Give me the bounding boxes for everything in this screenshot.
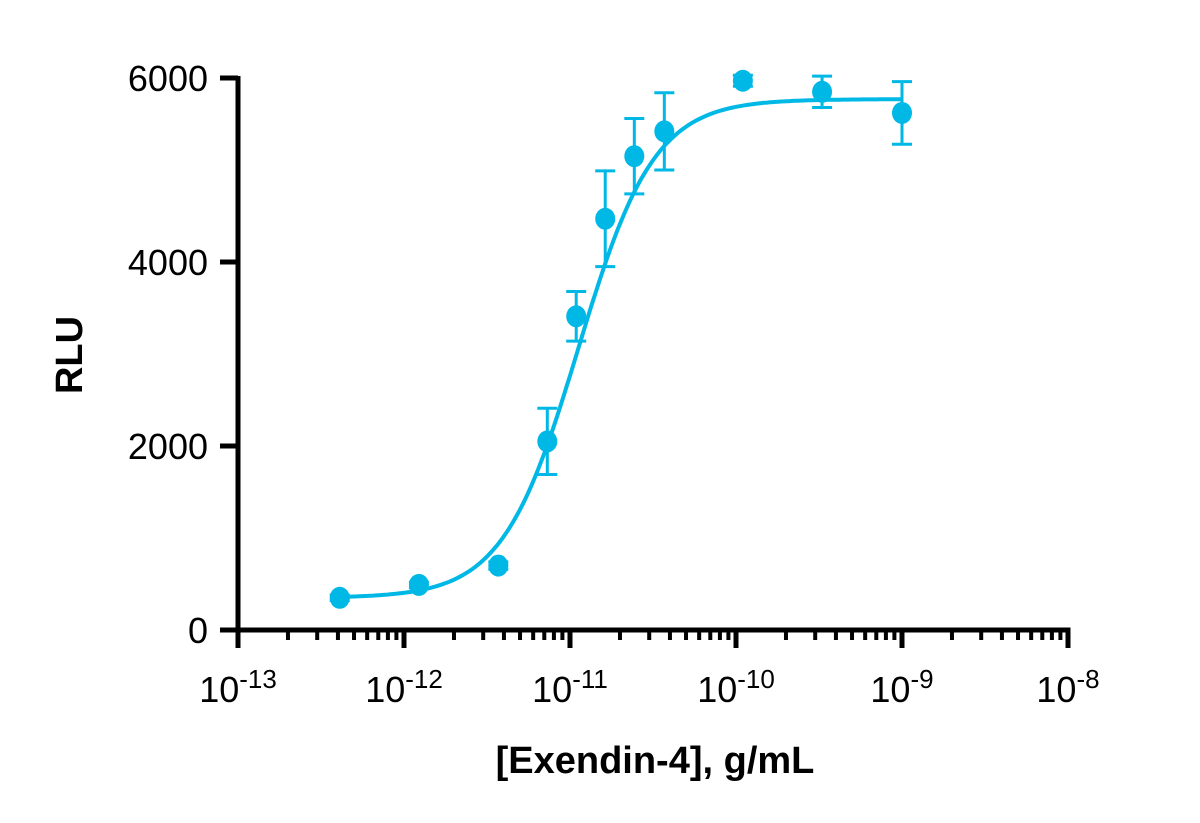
x-tick-label: 10-11	[532, 664, 608, 710]
x-tick-base: 10	[532, 669, 572, 710]
data-point-group	[566, 289, 587, 343]
data-point	[488, 554, 509, 577]
data-point-group	[654, 91, 675, 172]
data-point	[812, 80, 833, 103]
data-point-group	[329, 586, 350, 609]
data-point	[566, 305, 587, 328]
data-point-group	[624, 116, 645, 196]
data-point	[408, 573, 429, 596]
x-tick-exponent: -9	[910, 664, 933, 694]
x-tick-label: 10-9	[870, 664, 933, 710]
x-tick-exponent: -10	[737, 664, 775, 694]
data-point-group	[812, 74, 833, 109]
data-point	[595, 207, 616, 230]
x-tick-base: 10	[365, 669, 405, 710]
data-point	[654, 120, 675, 143]
y-tick-label: 4000	[128, 242, 208, 283]
y-axis-title: RLU	[49, 316, 91, 394]
x-tick-exponent: -12	[405, 664, 443, 694]
data-point-group	[408, 573, 429, 596]
x-tick-exponent: -11	[572, 664, 608, 694]
data-point-group	[595, 169, 616, 269]
x-tick-label: 10-10	[697, 664, 775, 710]
y-tick-label: 6000	[128, 58, 208, 99]
data-point	[624, 145, 645, 168]
data-point	[892, 101, 912, 124]
x-tick-base: 10	[697, 669, 737, 710]
data-point-group	[732, 69, 753, 92]
data-point-group	[892, 80, 912, 146]
x-tick-exponent: -13	[239, 664, 277, 694]
x-tick-label: 10-13	[199, 664, 277, 710]
x-axis-title: [Exendin-4], g/mL	[496, 740, 815, 782]
x-tick-base: 10	[870, 669, 910, 710]
data-point	[732, 69, 753, 92]
data-point-group	[537, 406, 558, 477]
y-tick-label: 0	[188, 610, 208, 651]
x-tick-label: 10-8	[1036, 664, 1099, 710]
x-tick-base: 10	[199, 669, 239, 710]
x-tick-base: 10	[1036, 669, 1076, 710]
data-point-group	[488, 554, 509, 577]
data-series	[329, 69, 912, 609]
x-tick-exponent: -8	[1076, 664, 1099, 694]
fit-curve	[339, 97, 902, 599]
x-tick-label: 10-12	[365, 664, 443, 710]
y-tick-label: 2000	[128, 426, 208, 467]
data-point	[537, 430, 558, 453]
data-point	[329, 586, 350, 609]
